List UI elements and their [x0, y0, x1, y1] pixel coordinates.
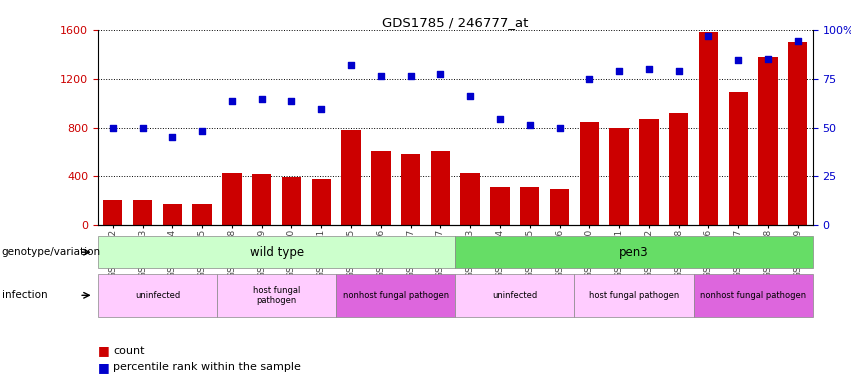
Point [315, 106, 328, 112]
Bar [311, 179, 331, 225]
Bar [490, 187, 510, 225]
Bar [163, 204, 182, 225]
Point [791, 38, 805, 44]
Bar [520, 187, 540, 225]
Text: count: count [113, 346, 145, 355]
Bar [282, 177, 301, 225]
Bar [401, 154, 420, 225]
Title: GDS1785 / 246777_at: GDS1785 / 246777_at [382, 16, 528, 29]
Bar [574, 274, 694, 317]
Bar [788, 42, 808, 225]
Text: ■: ■ [98, 344, 110, 357]
Point [612, 68, 625, 74]
Text: percentile rank within the sample: percentile rank within the sample [113, 363, 301, 372]
Bar [669, 113, 688, 225]
Bar [133, 200, 152, 225]
Bar [341, 130, 361, 225]
Point [433, 71, 448, 77]
Bar [580, 122, 599, 225]
Text: wild type: wild type [249, 246, 304, 259]
Point [344, 62, 357, 68]
Point [582, 76, 596, 82]
Point [225, 98, 238, 104]
Bar [192, 204, 212, 225]
Bar [98, 236, 455, 268]
Text: genotype/variation: genotype/variation [2, 247, 100, 257]
Point [493, 116, 506, 122]
Point [136, 124, 150, 130]
Bar [758, 57, 778, 225]
Point [106, 124, 119, 130]
Point [672, 68, 686, 74]
Point [284, 98, 298, 104]
Point [403, 74, 417, 80]
Point [642, 66, 655, 72]
Bar [103, 200, 123, 225]
Point [196, 128, 209, 134]
Text: nonhost fungal pathogen: nonhost fungal pathogen [700, 291, 806, 300]
Bar [455, 236, 813, 268]
Point [165, 134, 179, 140]
Bar [431, 151, 450, 225]
Bar [609, 128, 629, 225]
Bar [460, 172, 480, 225]
Point [731, 57, 745, 63]
Bar [98, 274, 217, 317]
Bar [217, 274, 336, 317]
Point [523, 122, 536, 128]
Bar [694, 274, 813, 317]
Text: ■: ■ [98, 361, 110, 374]
Bar [336, 274, 455, 317]
Bar [699, 33, 718, 225]
Bar [252, 174, 271, 225]
Point [553, 124, 567, 130]
Text: uninfected: uninfected [492, 291, 538, 300]
Text: host fungal
pathogen: host fungal pathogen [253, 286, 300, 305]
Bar [728, 92, 748, 225]
Text: infection: infection [2, 290, 48, 300]
Text: host fungal pathogen: host fungal pathogen [589, 291, 679, 300]
Bar [455, 274, 574, 317]
Bar [371, 151, 391, 225]
Point [463, 93, 477, 99]
Bar [222, 172, 242, 225]
Bar [639, 119, 659, 225]
Point [701, 33, 715, 39]
Bar [550, 189, 569, 225]
Point [761, 56, 774, 62]
Text: uninfected: uninfected [134, 291, 180, 300]
Text: pen3: pen3 [620, 246, 648, 259]
Text: nonhost fungal pathogen: nonhost fungal pathogen [343, 291, 448, 300]
Point [374, 74, 387, 80]
Point [255, 96, 269, 102]
